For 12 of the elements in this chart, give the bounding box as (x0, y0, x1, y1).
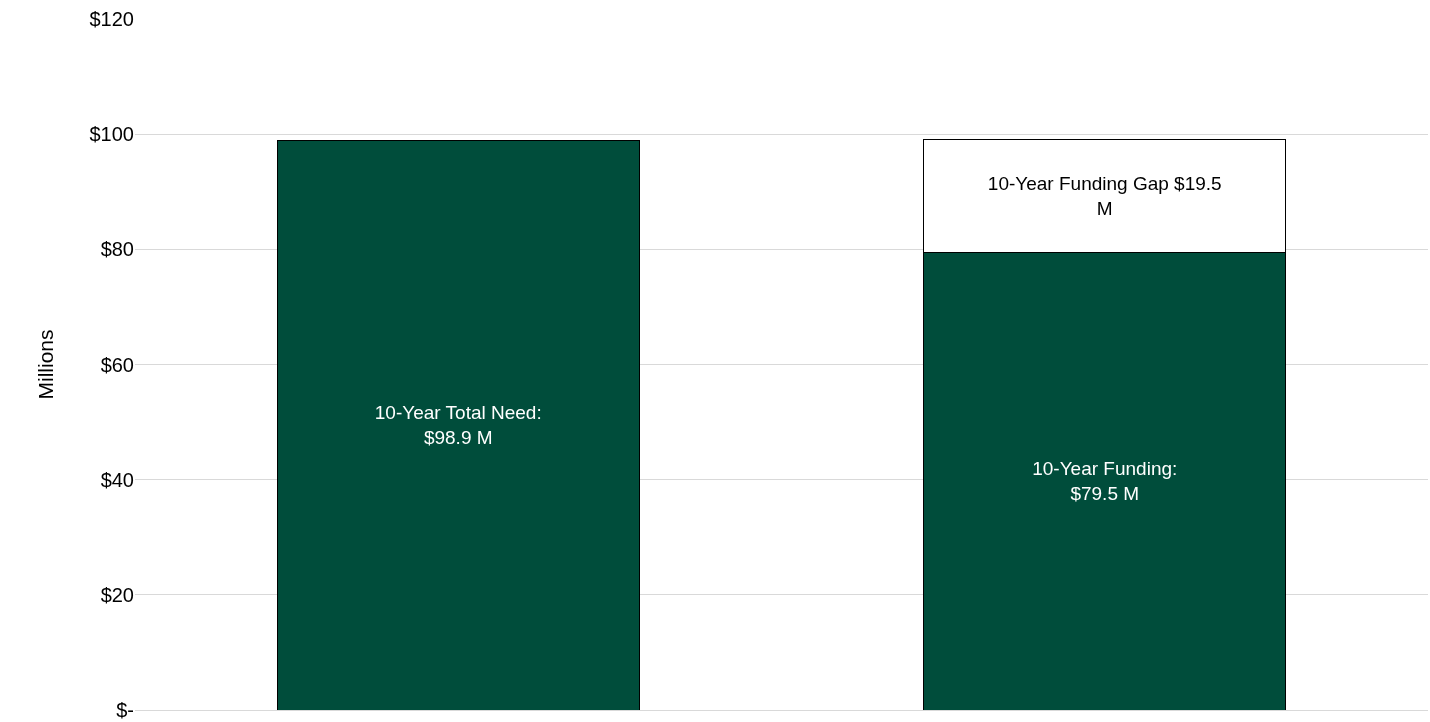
y-tick-label: $- (116, 699, 134, 721)
y-tick-label: $40 (100, 468, 134, 491)
y-tick-label: $100 (89, 123, 134, 146)
y-tick-label: $20 (100, 583, 134, 606)
y-tick-label: $120 (89, 8, 134, 30)
y-tick-label: $60 (100, 353, 134, 376)
y-tick-label: $80 (100, 238, 134, 261)
data-label: 10-Year Total Need: $98.9 M (374, 402, 542, 449)
bar (276, 140, 640, 710)
data-label: 10-Year Funding: $79.5 M (1032, 458, 1178, 504)
y-axis-title: Millions (33, 329, 57, 400)
data-label: 10-Year Funding Gap $19.5 M (987, 173, 1222, 219)
